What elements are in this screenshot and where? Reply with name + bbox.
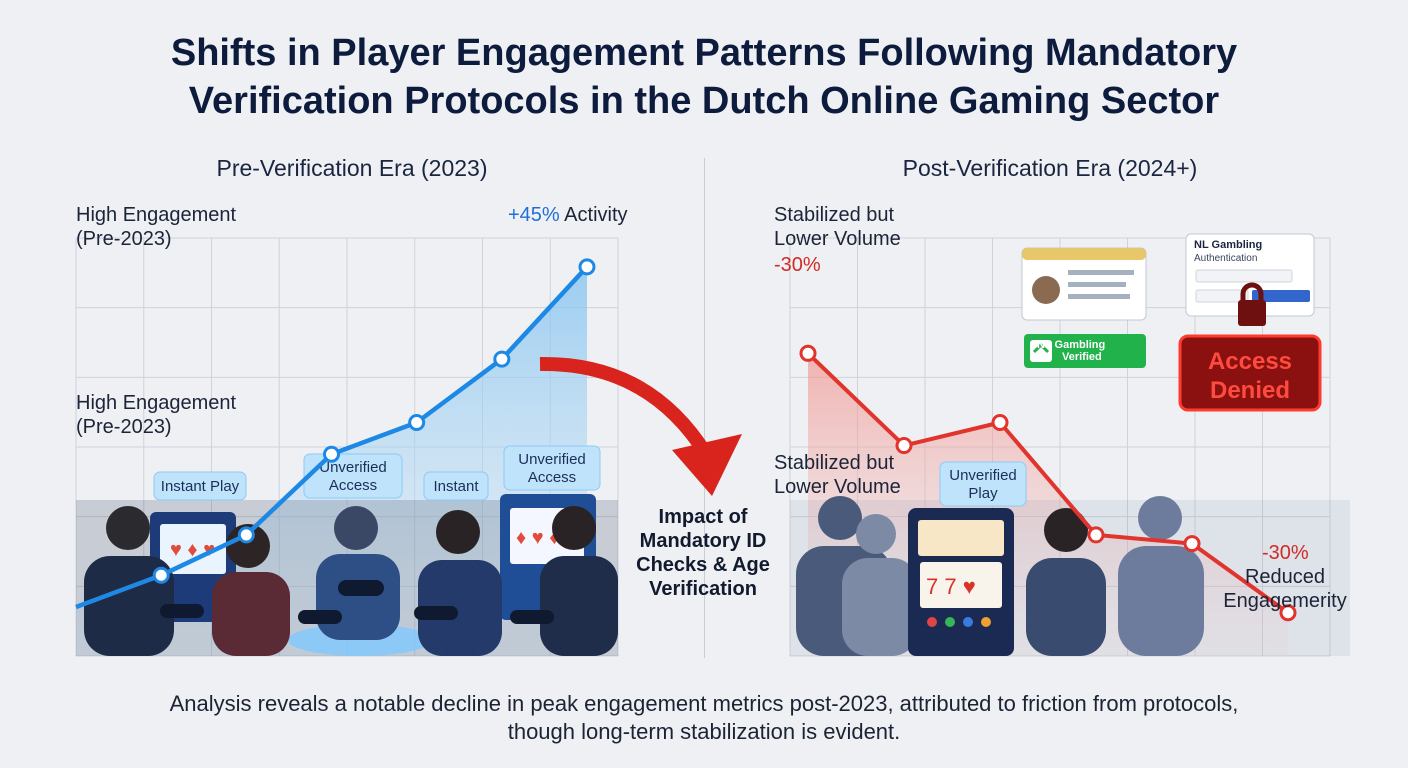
post-data-point xyxy=(991,413,1009,431)
post-end-annotation: Reduced Engagemerity xyxy=(1223,566,1347,612)
pre-mid-annotation: High Engagement (Pre-2023) xyxy=(76,392,237,438)
chart-title-line-1: Shifts in Player Engagement Patterns Fol… xyxy=(170,32,1238,74)
svg-text:7 7 ♥: 7 7 ♥ xyxy=(926,574,976,599)
post-players-illustration: 7 7 ♥ xyxy=(790,496,1350,656)
pre-data-point xyxy=(408,413,426,431)
tag-text: Unverified xyxy=(518,451,586,468)
svg-text:♦ ♥ ♦: ♦ ♥ ♦ xyxy=(516,527,559,549)
pre-peak-text: Activity xyxy=(564,204,628,226)
tag-text: Unverified xyxy=(949,467,1017,484)
footer-line-1: Analysis reveals a notable decline in pe… xyxy=(169,691,1239,716)
tag-text: Play xyxy=(968,485,998,502)
pre-data-point xyxy=(493,350,511,368)
post-data-point xyxy=(799,344,817,362)
tag-text: Access xyxy=(329,477,377,494)
post-series-points xyxy=(799,344,1297,622)
padlock-icon xyxy=(1238,282,1266,326)
footer-line-2: though long-term stabilization is eviden… xyxy=(507,719,901,744)
auth-panel-illustration xyxy=(1185,233,1315,317)
impact-arrow xyxy=(539,356,742,496)
pre-data-point xyxy=(152,566,170,584)
post-end-value: -30% xyxy=(1262,542,1309,564)
impact-line-3: Checks & Age xyxy=(636,554,770,576)
post-data-point xyxy=(1279,604,1297,622)
pre-top-annotation: High Engagement (Pre-2023) xyxy=(76,204,237,250)
chart-title-line-2: Verification Protocols in the Dutch Onli… xyxy=(188,80,1220,122)
post-data-point xyxy=(895,437,913,455)
access-text-1: Access xyxy=(1208,348,1292,375)
svg-text:♥ ♦ ♥: ♥ ♦ ♥ xyxy=(170,539,215,561)
pre-peak-annotation: +45% Activity xyxy=(508,203,628,227)
post-series-line xyxy=(806,351,1290,615)
auth-sub-text: Authentication xyxy=(1194,253,1257,264)
pre-peak-value: +45% xyxy=(508,204,560,226)
pre-data-point xyxy=(578,258,596,276)
tag-text: Instant xyxy=(433,478,479,495)
post-data-point xyxy=(1087,526,1105,544)
post-data-point xyxy=(1183,535,1201,553)
auth-title-text: NL Gambling xyxy=(1194,239,1262,251)
pre-data-point xyxy=(237,526,255,544)
post-top-annotation: Stabilized but Lower Volume xyxy=(774,204,901,250)
access-denied-box xyxy=(1178,334,1322,412)
access-text-2: Denied xyxy=(1210,377,1290,404)
impact-line-1: Impact of xyxy=(658,506,748,528)
impact-line-2: Mandatory ID xyxy=(639,530,767,552)
post-panel-title: Post-Verification Era (2024+) xyxy=(902,155,1198,181)
verified-badge-text-1: NL Gambling xyxy=(1037,339,1105,351)
tag-text: Instant Play xyxy=(161,478,240,495)
pre-panel-title: Pre-Verification Era (2023) xyxy=(216,155,488,181)
tag-text: Unverified xyxy=(319,459,387,476)
tag-bubble xyxy=(423,471,489,501)
post-start-value: -30% xyxy=(774,254,821,276)
impact-label: Impact of Mandatory ID Checks & Age Veri… xyxy=(618,505,788,601)
tag-bubble xyxy=(503,445,601,491)
tag-text: Access xyxy=(528,469,576,486)
pre-data-point xyxy=(323,445,340,463)
post-mid-annotation: Stabilized but Lower Volume xyxy=(774,452,901,498)
tag-bubble xyxy=(303,453,403,499)
id-card-illustration xyxy=(1021,247,1147,321)
panel-divider xyxy=(704,158,705,658)
pre-series-points xyxy=(152,258,596,584)
verified-badge-text-2: Verified xyxy=(1062,351,1102,363)
verified-badge-illustration xyxy=(1024,334,1146,368)
tag-bubble xyxy=(939,461,1027,507)
impact-line-4: Verification xyxy=(649,578,757,600)
tag-bubble xyxy=(153,471,247,501)
